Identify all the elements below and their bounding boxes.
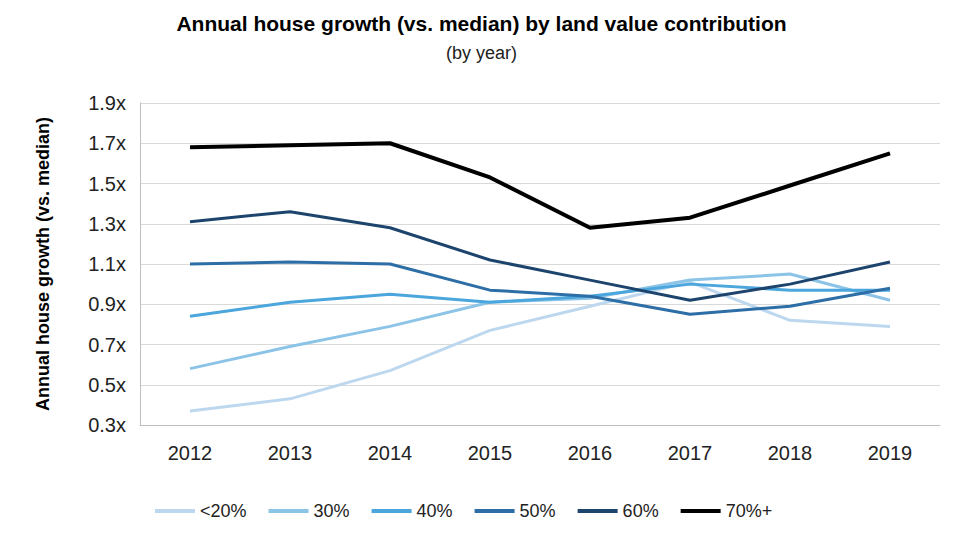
svg-text:0.9x: 0.9x — [88, 293, 126, 315]
svg-text:1.3x: 1.3x — [88, 213, 126, 235]
svg-text:2016: 2016 — [568, 442, 613, 464]
svg-text:1.1x: 1.1x — [88, 253, 126, 275]
svg-text:2017: 2017 — [668, 442, 713, 464]
svg-text:2015: 2015 — [468, 442, 513, 464]
svg-text:Annual house growth (vs. media: Annual house growth (vs. median) — [33, 117, 53, 411]
svg-text:60%: 60% — [623, 501, 659, 521]
svg-text:0.5x: 0.5x — [88, 374, 126, 396]
svg-text:0.7x: 0.7x — [88, 334, 126, 356]
svg-text:2014: 2014 — [368, 442, 413, 464]
svg-text:2019: 2019 — [868, 442, 913, 464]
svg-text:<20%: <20% — [200, 501, 247, 521]
svg-text:2012: 2012 — [168, 442, 213, 464]
svg-text:2013: 2013 — [268, 442, 313, 464]
svg-text:(by year): (by year) — [446, 43, 517, 63]
svg-text:Annual house growth (vs. media: Annual house growth (vs. median) by land… — [176, 12, 786, 35]
svg-text:1.9x: 1.9x — [88, 92, 126, 114]
svg-text:1.5x: 1.5x — [88, 173, 126, 195]
svg-text:2018: 2018 — [768, 442, 813, 464]
svg-text:30%: 30% — [314, 501, 350, 521]
svg-text:1.7x: 1.7x — [88, 132, 126, 154]
svg-text:0.3x: 0.3x — [88, 414, 126, 436]
svg-text:40%: 40% — [417, 501, 453, 521]
svg-text:50%: 50% — [520, 501, 556, 521]
svg-text:70%+: 70%+ — [726, 501, 773, 521]
